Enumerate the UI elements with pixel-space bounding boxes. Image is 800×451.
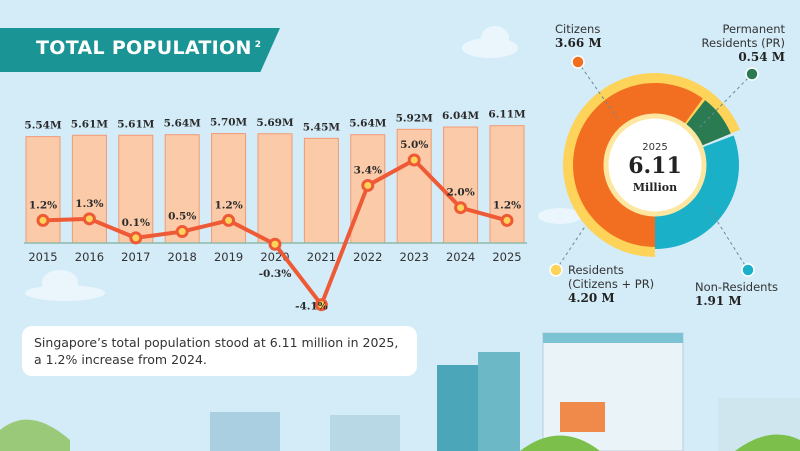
pr-name-2: Residents (PR) [701,36,785,50]
bar-label-2019: 5.70M [210,117,248,129]
title-text: TOTAL POPULATION [36,37,252,59]
bar-label-2023: 5.92M [396,112,434,124]
growth-point-2024 [454,201,468,215]
non-residents-value: 1.91 M [695,294,742,308]
growth-point-2018 [175,225,189,239]
growth-point-2020 [268,237,282,251]
bar-label-2021: 5.45M [303,121,341,133]
year-label-2022: 2022 [353,250,382,264]
growth-label-2019: 1.2% [214,199,242,211]
bar-label-2022: 5.64M [349,118,387,130]
bar-label-2024: 6.04M [442,110,480,122]
bar-2023 [396,128,432,244]
donut-center [603,113,707,217]
growth-point-2025 [500,213,514,227]
growth-label-2025: 1.2% [493,199,521,211]
growth-point-2015 [36,213,50,227]
year-label-2019: 2019 [214,250,243,264]
citizens-label: Citizens 3.66 M [555,22,602,50]
citizens-leader [577,61,618,119]
growth-label-2021: -4.1% [295,301,328,313]
non-residents-name: Non-Residents [695,280,778,294]
bar-label-2018: 5.64M [164,118,202,130]
bar-label-2016: 5.61M [71,118,109,130]
title-footnote: 2 [254,39,262,50]
pr-name-1: Permanent [722,22,785,36]
bar-label-2015: 5.54M [24,120,62,132]
year-label-2017: 2017 [121,250,150,264]
bar-label-2025: 6.11M [488,109,526,121]
growth-label-2016: 1.3% [75,198,103,210]
slice-citizens [572,82,703,247]
non-residents-dot [741,263,755,277]
growth-label-2022: 3.4% [354,164,382,176]
growth-point-2019 [222,213,236,227]
summary-note: Singapore’s total population stood at 6.… [22,326,417,376]
year-label-2023: 2023 [400,250,429,264]
year-label-2015: 2015 [28,250,57,264]
pr-label: Permanent Residents (PR) 0.54 M [690,22,785,64]
pr-dot [745,67,759,81]
pr-leader [699,73,753,128]
pr-value: 0.54 M [738,50,785,64]
page-title: TOTAL POPULATION 2 [36,37,261,59]
growth-label-2018: 0.5% [168,211,196,223]
bar-label-2017: 5.61M [117,118,155,130]
slice-permanent-residents-pr- [685,100,731,146]
growth-label-2017: 0.1% [122,217,150,229]
residents-name-2: (Citizens + PR) [568,277,655,291]
year-label-2024: 2024 [446,250,475,264]
donut-total: 6.11 [628,153,682,179]
bar-2021 [303,137,339,244]
non-residents-label: Non-Residents 1.91 M [695,280,778,308]
growth-series: 1.2% 1.3% 0.1% 0.5% 1.2% -0.3% -4.1% 3.4% 5.0% 2.… [29,139,521,313]
year-label-2016: 2016 [75,250,104,264]
donut-unit: Million [633,181,677,194]
citizens-dot [571,55,585,69]
growth-point-2022 [361,178,375,192]
residents-value: 4.20 M [568,291,615,305]
growth-label-2020: -0.3% [259,268,292,280]
year-label-2021: 2021 [307,250,336,264]
year-label-2025: 2025 [492,250,521,264]
residents-dot [549,263,563,277]
citizens-value: 3.66 M [555,36,602,50]
citizens-name: Citizens [555,22,601,36]
non-residents-leader [706,204,749,271]
bar-2017 [118,134,154,244]
growth-label-2015: 1.2% [29,199,57,211]
growth-label-2024: 2.0% [446,187,474,199]
residents-name-1: Residents [568,263,624,277]
growth-point-2016 [82,212,96,226]
growth-label-2023: 5.0% [400,139,428,151]
clouds [25,26,582,301]
title-banner [0,28,280,72]
bar-2022 [350,134,386,244]
donut-year: 2025 [642,142,667,153]
bar-label-2020: 5.69M [256,117,294,129]
growth-point-2023 [407,153,421,167]
bar-2024 [443,126,479,244]
residents-label: Residents (Citizens + PR) 4.20 M [568,263,654,305]
growth-point-2021 [314,298,328,312]
bar-2020 [257,133,293,244]
year-label-2018: 2018 [168,250,197,264]
growth-point-2017 [129,231,143,245]
